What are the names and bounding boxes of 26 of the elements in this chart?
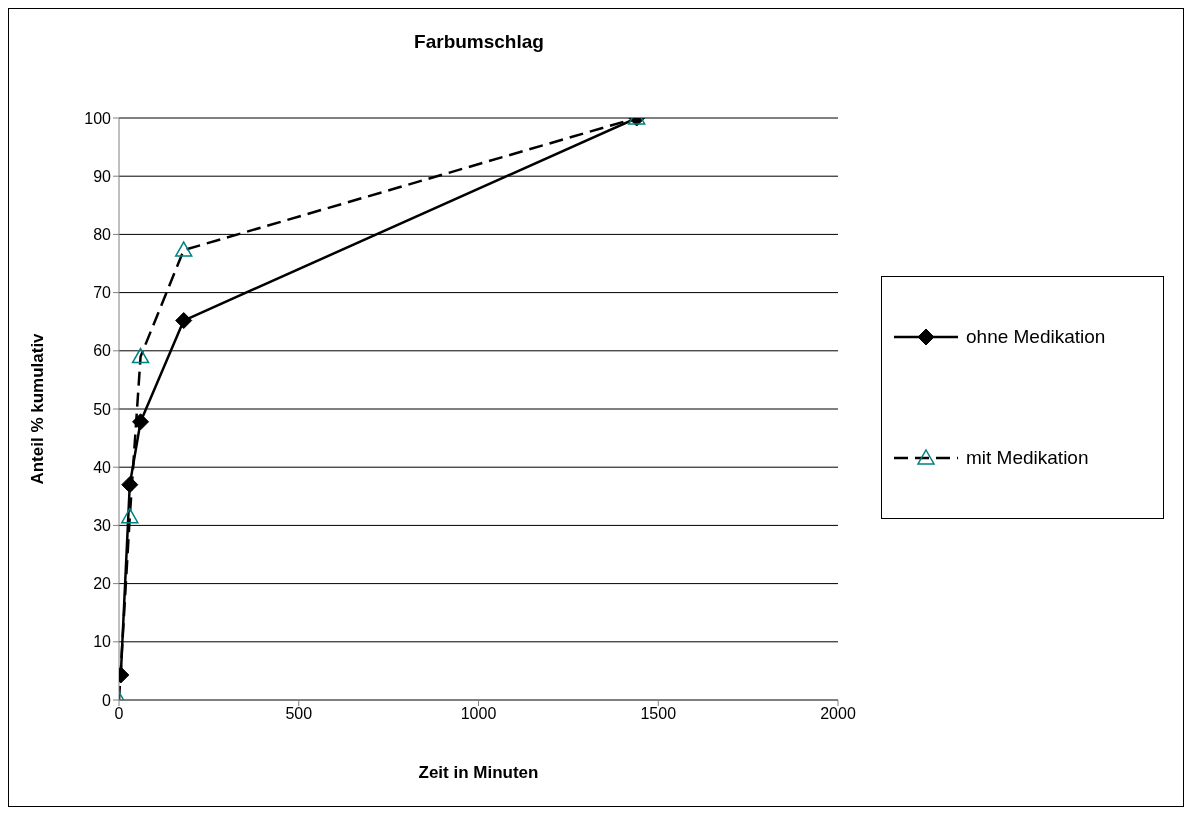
y-tick-label: 50: [93, 400, 112, 418]
point: [132, 413, 150, 431]
y-axis-title: Anteil % kumulativ: [28, 332, 48, 485]
x-tick-label: 0: [114, 705, 124, 723]
y-tick-label: 30: [93, 517, 112, 535]
y-tick-label: 70: [93, 284, 112, 302]
y-tick-label: 20: [93, 575, 112, 593]
y-tick-label: 40: [93, 458, 112, 476]
point: [121, 476, 139, 494]
point: [121, 507, 139, 524]
x-axis-title: Zeit in Minuten: [418, 763, 539, 782]
point: [175, 312, 193, 330]
x-tick-label: 2000: [820, 705, 856, 723]
y-tick-label: 0: [102, 691, 112, 709]
x-tick-label: 1500: [640, 705, 677, 723]
legend-label: ohne Medikation: [966, 326, 1106, 349]
point: [131, 347, 150, 364]
chart-title: Farbumschlag: [413, 31, 545, 53]
y-tick-label: 100: [84, 109, 112, 127]
y-tick-label: 60: [93, 342, 112, 360]
x-tick-label: 1000: [460, 705, 497, 723]
legend-label: mit Medikation: [966, 446, 1089, 469]
y-tick-label: 90: [93, 167, 112, 185]
x-tick-label: 500: [285, 705, 313, 723]
y-tick-label: 80: [93, 226, 112, 244]
y-tick-label: 10: [93, 633, 112, 651]
